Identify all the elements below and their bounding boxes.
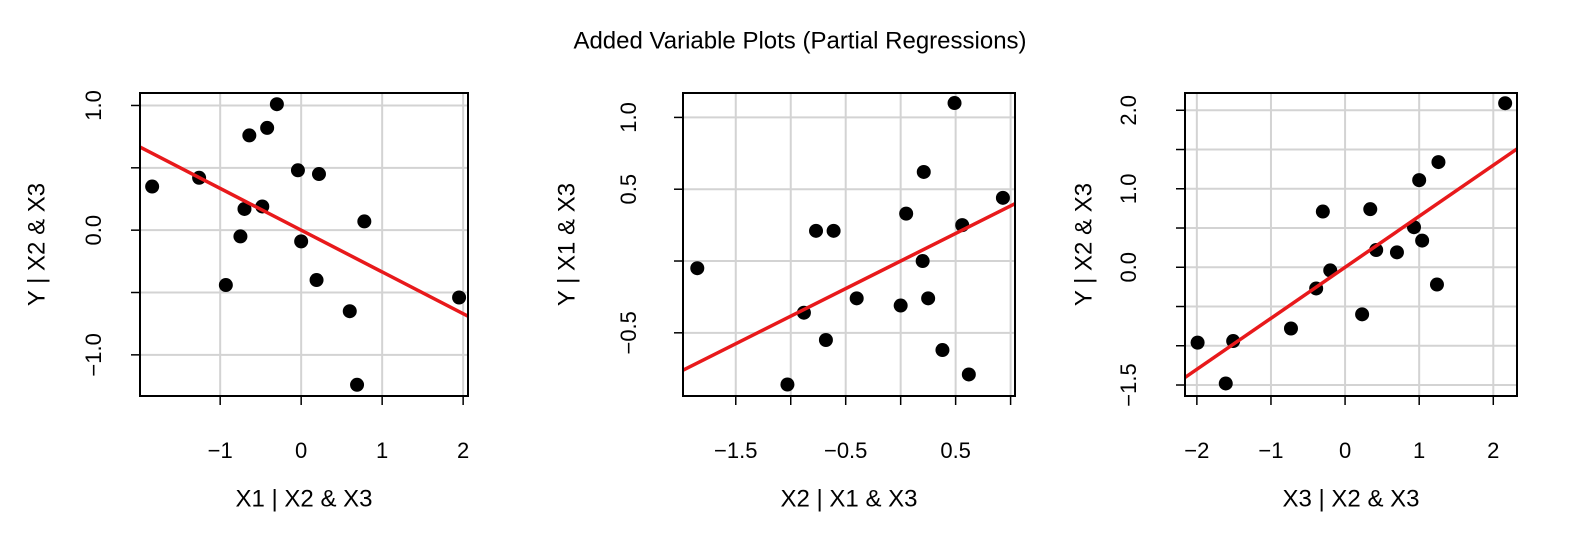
x-tick-label: 0 (295, 438, 307, 463)
point (311, 167, 326, 182)
point (849, 291, 864, 306)
y-tick-label: 0.0 (1116, 252, 1141, 283)
point (826, 223, 841, 238)
y-axis-title: Y | X2 & X3 (23, 183, 50, 306)
point (290, 163, 305, 178)
point (1431, 155, 1446, 170)
x-tick-label: 0.5 (940, 438, 971, 463)
x-tick-label: 1 (1413, 438, 1425, 463)
point (961, 367, 976, 382)
point (1283, 321, 1298, 336)
point (1415, 233, 1430, 248)
point (893, 298, 908, 313)
y-tick-label: 1.0 (81, 90, 106, 121)
point (342, 304, 357, 319)
x-tick-label: −2 (1184, 438, 1209, 463)
plot-frame (139, 92, 469, 397)
x-tick-label: 0 (1339, 438, 1351, 463)
plot-frame (1184, 92, 1518, 397)
point (1389, 245, 1404, 260)
point (947, 96, 962, 111)
point (294, 234, 309, 249)
y-tick-label: 2.0 (1116, 95, 1141, 126)
fit-line (140, 145, 468, 318)
x-tick-label: 2 (457, 438, 469, 463)
x-tick-label: 1 (376, 438, 388, 463)
y-tick-label: −1.5 (1116, 363, 1141, 406)
point (818, 332, 833, 347)
y-tick-label: −1.0 (81, 333, 106, 376)
point (690, 261, 705, 276)
x-axis-title: X2 | X1 & X3 (781, 485, 918, 512)
y-axis-title: Y | X2 & X3 (1070, 183, 1097, 306)
point (921, 291, 936, 306)
x-tick-label: −1 (208, 438, 233, 463)
point (145, 179, 160, 194)
point (1315, 204, 1330, 219)
chart-title: Added Variable Plots (Partial Regression… (573, 27, 1026, 54)
point (237, 201, 252, 216)
x-axis-title: X1 | X2 & X3 (236, 485, 373, 512)
y-tick-label: 0.0 (81, 215, 106, 246)
point (452, 290, 467, 305)
point (899, 206, 914, 221)
point (1190, 335, 1205, 350)
y-tick-label: −0.5 (616, 311, 641, 354)
point (915, 254, 930, 269)
fit-line (1185, 147, 1517, 379)
fit-line (683, 202, 1015, 372)
point (260, 120, 275, 135)
point (1218, 376, 1233, 391)
point (809, 223, 824, 238)
point (1363, 202, 1378, 217)
point (1498, 96, 1513, 111)
y-tick-label: 1.0 (616, 102, 641, 133)
point (780, 377, 795, 392)
x-tick-label: −0.5 (824, 438, 867, 463)
x-axis-title: X3 | X2 & X3 (1283, 485, 1420, 512)
x-tick-label: 2 (1487, 438, 1499, 463)
y-tick-label: 0.5 (616, 174, 641, 205)
point (269, 97, 284, 112)
point (357, 214, 372, 229)
point (350, 377, 365, 392)
point (309, 273, 324, 288)
point (1355, 307, 1370, 322)
point (935, 343, 950, 358)
point (1412, 173, 1427, 188)
x-tick-label: −1 (1258, 438, 1283, 463)
point (1429, 277, 1444, 292)
y-tick-label: 1.0 (1116, 173, 1141, 204)
x-tick-label: −1.5 (714, 438, 757, 463)
point (233, 229, 248, 244)
plot-frame (682, 92, 1016, 397)
point (916, 164, 931, 179)
point (995, 190, 1010, 205)
point (1226, 334, 1241, 349)
point (218, 278, 233, 293)
point (242, 128, 257, 143)
y-axis-title: Y | X1 & X3 (553, 183, 580, 306)
